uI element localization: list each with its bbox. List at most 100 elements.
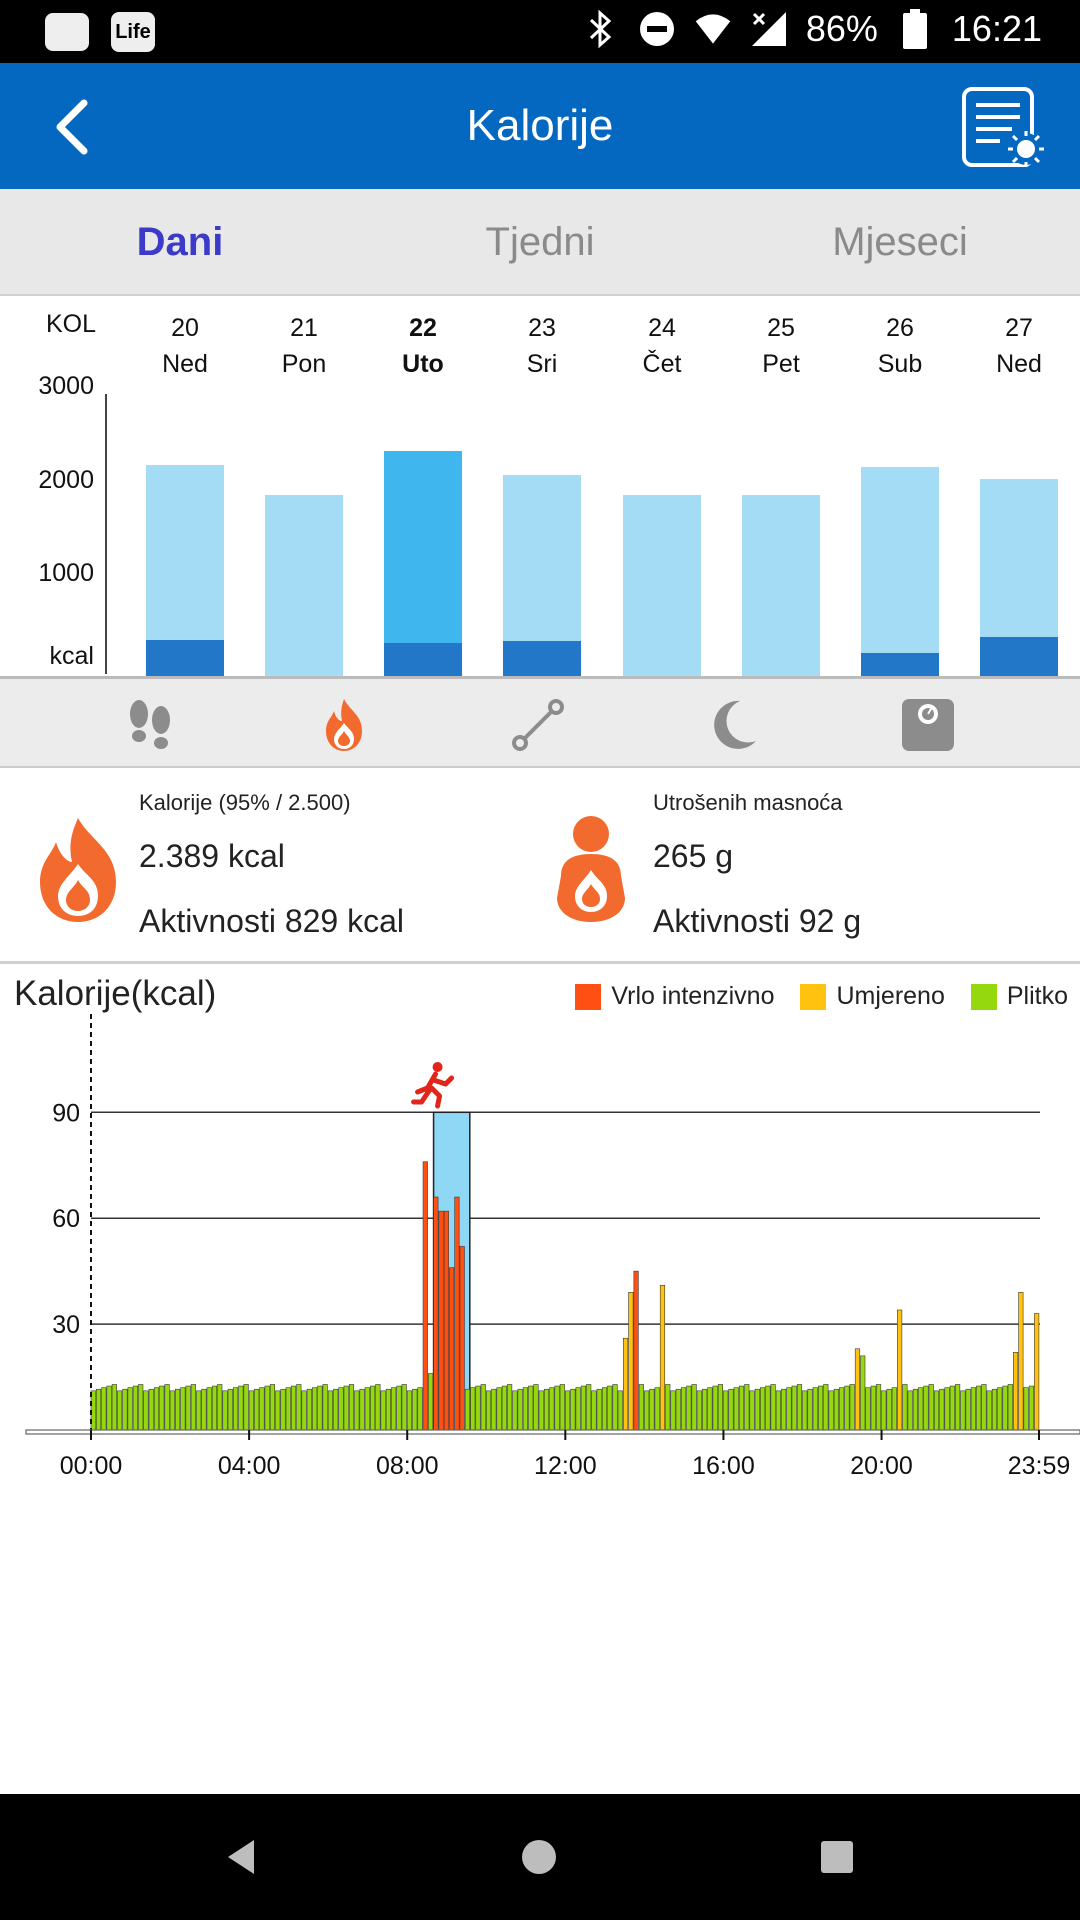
legend-item: Vrlo intenzivno xyxy=(575,982,774,1011)
calorie-bar xyxy=(686,1385,692,1431)
week-total-bar[interactable] xyxy=(861,467,939,676)
calories-activity: Aktivnosti 829 kcal xyxy=(139,903,405,939)
calorie-bar xyxy=(870,1385,876,1431)
tab-months[interactable]: Mjeseci xyxy=(832,220,968,264)
calorie-bar xyxy=(338,1387,344,1431)
legend-label: Plitko xyxy=(1006,982,1068,1010)
week-total-bar[interactable] xyxy=(742,494,820,676)
calorie-bar xyxy=(491,1388,497,1431)
weight-scale-icon[interactable] xyxy=(900,697,956,753)
calorie-bar xyxy=(348,1384,355,1431)
daily-calories-chart: 90 60 30 00:00 04:00 08:00 12:00 16:00 20:00 23:5… xyxy=(25,1014,1080,1480)
calorie-bar xyxy=(538,1390,544,1431)
chart-legend: Vrlo intenzivno Umjereno Plitko xyxy=(549,982,1068,1011)
calories-icon[interactable] xyxy=(316,697,372,753)
week-total-bar[interactable] xyxy=(623,494,701,676)
calorie-bar xyxy=(654,1387,660,1431)
week-day-header[interactable]: 21 Pon xyxy=(254,310,354,382)
calorie-bar xyxy=(132,1385,138,1431)
week-day-header[interactable]: 20 Ned xyxy=(135,310,235,382)
day-date: 24 xyxy=(648,314,676,342)
calorie-bar xyxy=(280,1388,286,1431)
day-date: 25 xyxy=(767,314,795,342)
week-day-header[interactable]: 23 Sri xyxy=(492,310,592,382)
calorie-bar xyxy=(533,1384,539,1431)
calorie-bar xyxy=(438,1210,444,1431)
calorie-bar xyxy=(275,1390,281,1431)
calorie-bar xyxy=(375,1384,381,1431)
week-day-header[interactable]: 27 Ned xyxy=(969,310,1069,382)
calorie-bar xyxy=(802,1390,808,1431)
calorie-bar xyxy=(670,1390,676,1431)
nav-home-button[interactable] xyxy=(514,1832,564,1882)
week-y-tick: 2000 xyxy=(38,466,94,494)
calorie-bar xyxy=(422,1161,428,1431)
calorie-bar xyxy=(997,1387,1003,1431)
week-total-bar[interactable] xyxy=(265,494,343,676)
calorie-bar xyxy=(406,1390,413,1431)
calorie-bar xyxy=(269,1384,276,1431)
y-tick-label: 90 xyxy=(52,1099,80,1127)
calorie-bar xyxy=(428,1373,434,1431)
week-day-header[interactable]: 24 Čet xyxy=(612,310,712,382)
week-total-bar[interactable] xyxy=(384,451,462,676)
calorie-bar xyxy=(728,1388,734,1431)
calorie-bar xyxy=(148,1388,154,1431)
calorie-bar xyxy=(327,1390,333,1431)
tab-days[interactable]: Dani xyxy=(136,220,224,264)
week-y-tick: 1000 xyxy=(38,559,94,587)
calorie-bar xyxy=(638,1384,644,1431)
calorie-bar xyxy=(301,1390,307,1431)
week-day-header[interactable]: 22 Uto xyxy=(373,310,473,382)
calorie-bar xyxy=(164,1384,170,1431)
legend-swatch-intense xyxy=(575,983,602,1010)
calorie-bar xyxy=(317,1385,323,1431)
y-tick-label: 30 xyxy=(52,1311,80,1339)
week-day-header[interactable]: 25 Pet xyxy=(731,310,831,382)
calorie-bar xyxy=(617,1390,623,1431)
calorie-bar xyxy=(517,1388,523,1431)
calorie-bar xyxy=(312,1387,318,1431)
calorie-bar xyxy=(106,1385,112,1431)
week-y-axis xyxy=(105,394,107,674)
week-day-header[interactable]: 26 Sub xyxy=(850,310,950,382)
calorie-bar xyxy=(443,1210,449,1431)
calorie-bar xyxy=(875,1384,882,1431)
calorie-bar xyxy=(391,1387,397,1431)
calorie-bar xyxy=(559,1384,565,1431)
back-button[interactable] xyxy=(48,97,104,157)
calorie-bar xyxy=(912,1388,919,1431)
calorie-bar xyxy=(1018,1292,1024,1431)
system-nav-bar xyxy=(0,1794,1080,1920)
bluetooth-icon xyxy=(582,10,620,48)
day-date: 22 xyxy=(409,314,437,342)
calorie-bar xyxy=(986,1390,992,1431)
calorie-bar xyxy=(254,1388,260,1431)
x-tick-label: 16:00 xyxy=(692,1452,755,1480)
calorie-bar xyxy=(117,1390,123,1431)
nav-back-button[interactable] xyxy=(218,1832,268,1882)
calorie-bar xyxy=(122,1388,128,1431)
sleep-icon[interactable] xyxy=(706,697,762,753)
day-name: Čet xyxy=(642,350,682,378)
calorie-bar xyxy=(206,1387,212,1431)
fat-burn-icon xyxy=(557,816,625,922)
calorie-bar xyxy=(575,1387,581,1431)
week-active-bar xyxy=(384,643,462,676)
distance-icon[interactable] xyxy=(510,697,566,753)
display-settings-button[interactable] xyxy=(960,85,1044,169)
nav-recents-button[interactable] xyxy=(812,1832,862,1882)
back-arrow-icon xyxy=(56,99,88,155)
calorie-bar xyxy=(417,1387,423,1431)
calorie-bar xyxy=(918,1387,924,1431)
clock: 16:21 xyxy=(951,8,1042,49)
day-date: 27 xyxy=(1005,314,1033,342)
calorie-bar xyxy=(396,1385,402,1431)
calorie-bar xyxy=(923,1385,929,1431)
calorie-bar xyxy=(849,1384,855,1431)
tab-weeks[interactable]: Tjedni xyxy=(485,220,595,264)
steps-icon[interactable] xyxy=(122,697,178,753)
calorie-bar xyxy=(285,1387,291,1431)
calorie-bar xyxy=(180,1387,186,1431)
calorie-bar xyxy=(470,1387,476,1431)
